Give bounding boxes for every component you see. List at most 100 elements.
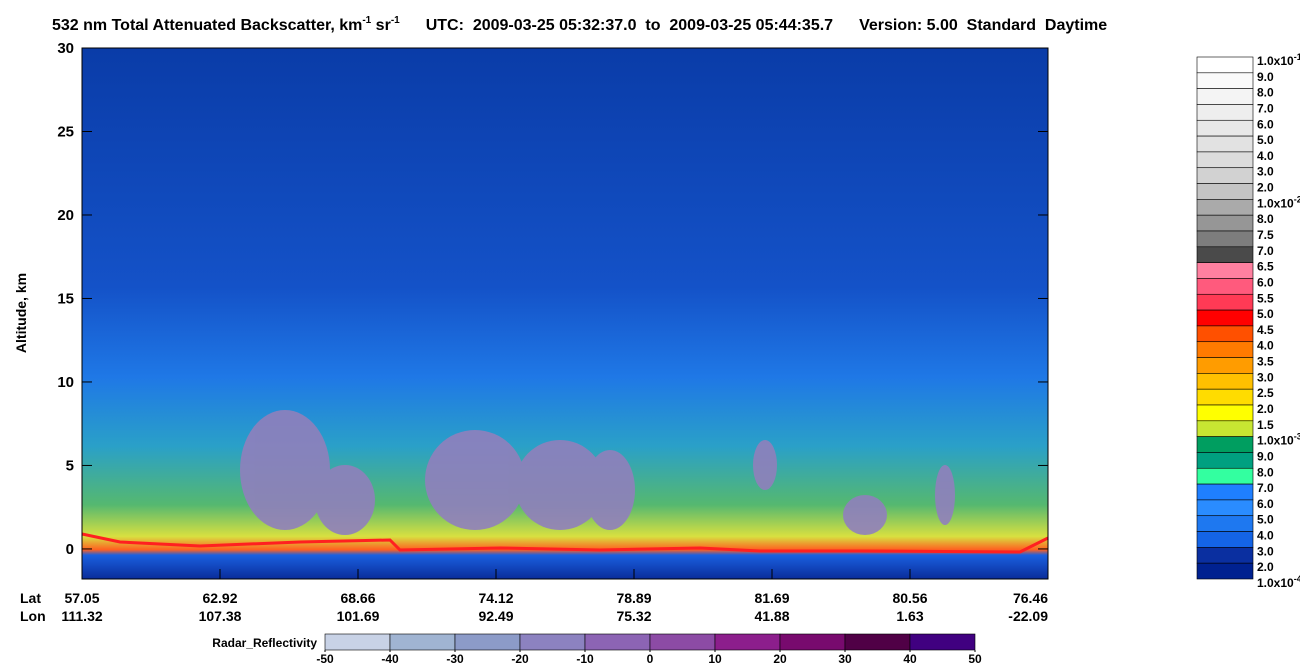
colorbar-bin bbox=[1196, 119, 1254, 137]
radar-tick-label: 40 bbox=[903, 652, 917, 666]
colorbar-label-exp: -1 bbox=[1294, 52, 1300, 62]
x-tick-label: 80.56 bbox=[892, 590, 927, 606]
radar-tick-label: 20 bbox=[773, 652, 787, 666]
radar-bin bbox=[584, 633, 651, 651]
colorbar-label: 2.0 bbox=[1257, 402, 1274, 416]
colorbar-label: 5.5 bbox=[1257, 291, 1274, 305]
plot-frame bbox=[81, 47, 1049, 580]
colorbar-label: 4.0 bbox=[1257, 339, 1274, 353]
radar-clouds bbox=[240, 410, 955, 535]
colorbar-label-base: 1.0x10 bbox=[1257, 434, 1294, 448]
colorbar-bin bbox=[1196, 499, 1254, 517]
colorbar-bin bbox=[1196, 515, 1254, 532]
colorbar-label: 1.0x10-1 bbox=[1257, 52, 1300, 68]
colorbar-label: 4.5 bbox=[1257, 323, 1274, 337]
colorbar-label: 6.0 bbox=[1257, 497, 1274, 511]
colorbar-label: 9.0 bbox=[1257, 70, 1274, 84]
y-tick-label: 15 bbox=[57, 290, 74, 307]
colorbar-label-base: 1.0x10 bbox=[1257, 54, 1294, 68]
radar-bin bbox=[844, 633, 911, 651]
colorbar-label: 3.5 bbox=[1257, 355, 1274, 369]
colorbar-bin bbox=[1196, 293, 1254, 311]
colorbar-label: 6.5 bbox=[1257, 260, 1274, 274]
colorbar-label: 9.0 bbox=[1257, 449, 1274, 463]
x-tick-label: -22.09 bbox=[1008, 608, 1048, 624]
colorbar-label-base: 1.0x10 bbox=[1257, 576, 1294, 590]
colorbar-label: 7.5 bbox=[1257, 228, 1274, 242]
radar-tick-label: -40 bbox=[381, 652, 399, 666]
x-tick-label: 107.38 bbox=[199, 608, 242, 624]
radar-bin bbox=[454, 633, 521, 651]
colorbar-label: 6.0 bbox=[1257, 117, 1274, 131]
colorbar-bin bbox=[1196, 531, 1254, 548]
radar-tick-label: 10 bbox=[708, 652, 722, 666]
colorbar-bin bbox=[1196, 135, 1254, 153]
x-tick-label: 1.63 bbox=[896, 608, 923, 624]
colorbar-bin bbox=[1196, 357, 1254, 374]
colorbar-bin bbox=[1196, 88, 1254, 105]
chart-title: 532 nm Total Attenuated Backscatter, km-… bbox=[52, 15, 1107, 34]
colorbar-bin bbox=[1196, 309, 1254, 327]
colorbar-bin bbox=[1196, 230, 1254, 248]
y-tick-label: 30 bbox=[57, 40, 74, 57]
y-axis-label: Altitude, km bbox=[13, 273, 29, 353]
radar-tick-label: 0 bbox=[647, 652, 654, 666]
radar-bin bbox=[389, 633, 456, 651]
colorbar-bin bbox=[1196, 199, 1254, 216]
radar-tick-label: 50 bbox=[968, 652, 982, 666]
radar-tick-label: 30 bbox=[838, 652, 852, 666]
colorbar-bin bbox=[1196, 151, 1254, 169]
colorbar-label: 8.0 bbox=[1257, 465, 1274, 479]
y-tick-label: 25 bbox=[57, 123, 74, 140]
x-tick-label: 92.49 bbox=[478, 608, 513, 624]
colorbar-label: 2.5 bbox=[1257, 386, 1274, 400]
colorbar-bin bbox=[1196, 420, 1254, 437]
x-tick-label: 78.89 bbox=[616, 590, 651, 606]
colorbar-label: 2.0 bbox=[1257, 560, 1274, 574]
title-part: 532 nm Total Attenuated Backscatter, km bbox=[52, 17, 362, 34]
surface-return bbox=[81, 532, 1049, 554]
radar-bin bbox=[519, 633, 586, 651]
title-part: -1 bbox=[391, 15, 400, 26]
colorbar-label: 5.0 bbox=[1257, 307, 1274, 321]
radar-bin bbox=[324, 633, 391, 651]
colorbar-label: 8.0 bbox=[1257, 86, 1274, 100]
radar-bin bbox=[714, 633, 781, 651]
x-tick-label: 68.66 bbox=[340, 590, 375, 606]
x-row-name: Lon bbox=[20, 608, 46, 624]
colorbar-label: 5.0 bbox=[1257, 133, 1274, 147]
x-tick-label: 76.46 bbox=[1013, 590, 1048, 606]
y-tick-label: 5 bbox=[66, 457, 74, 474]
colorbar-label: 1.0x10-4 bbox=[1257, 574, 1300, 590]
colorbar-label: 4.0 bbox=[1257, 149, 1274, 163]
colorbar-label-exp: -4 bbox=[1294, 574, 1300, 584]
colorbar-label: 1.5 bbox=[1257, 418, 1274, 432]
colorbar-bin bbox=[1196, 183, 1254, 200]
radar-tick-label: -20 bbox=[511, 652, 529, 666]
title-part: UTC: 2009-03-25 05:32:37.0 to 2009-03-25… bbox=[426, 17, 833, 34]
colorbar-bin bbox=[1196, 562, 1254, 580]
colorbar-bin bbox=[1196, 56, 1254, 74]
colorbar-bin bbox=[1196, 452, 1254, 469]
colorbar-label: 3.0 bbox=[1257, 544, 1274, 558]
colorbar-bin bbox=[1196, 278, 1254, 295]
colorbar-label: 3.0 bbox=[1257, 165, 1274, 179]
radar-bin bbox=[649, 633, 716, 651]
title-part: Version: 5.00 Standard Daytime bbox=[859, 17, 1107, 34]
colorbar-bin bbox=[1196, 262, 1254, 279]
x-tick-label: 75.32 bbox=[616, 608, 651, 624]
colorbar-label: 5.0 bbox=[1257, 513, 1274, 527]
colorbar-label: 7.0 bbox=[1257, 481, 1274, 495]
colorbar-bin bbox=[1196, 341, 1254, 358]
colorbar-label-exp: -2 bbox=[1294, 194, 1300, 204]
y-tick-label: 20 bbox=[57, 207, 74, 224]
colorbar-bin bbox=[1196, 246, 1254, 263]
radar-bin bbox=[909, 633, 976, 651]
colorbar-label: 6.0 bbox=[1257, 275, 1274, 289]
title-part: -1 bbox=[362, 15, 371, 26]
colorbar-bin bbox=[1196, 467, 1254, 485]
y-tick-label: 0 bbox=[66, 541, 74, 558]
radar-tick-label: -30 bbox=[446, 652, 464, 666]
